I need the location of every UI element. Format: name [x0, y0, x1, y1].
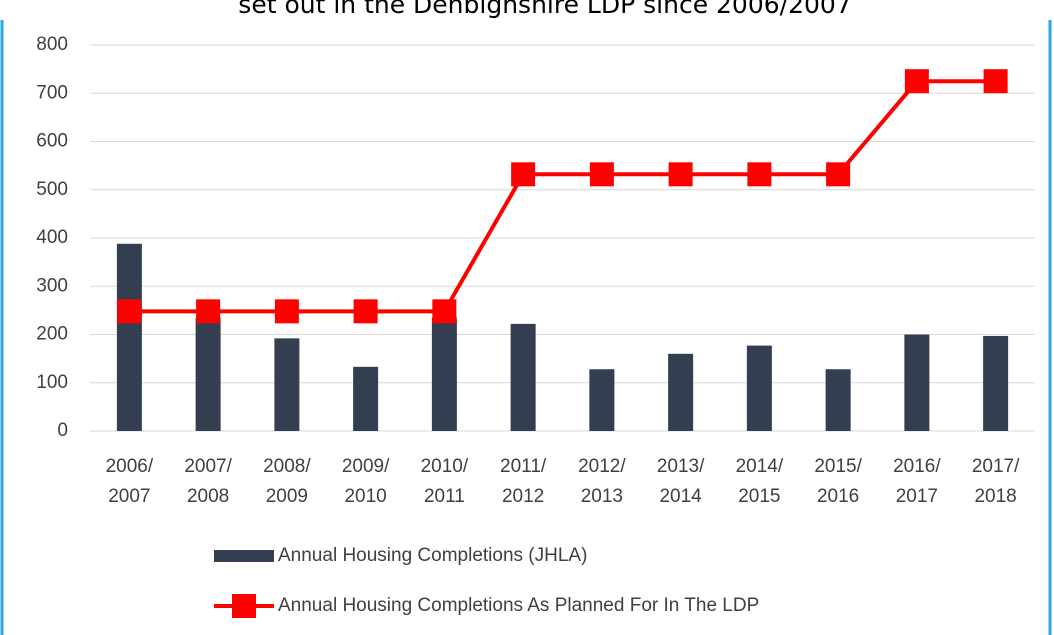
chart-title: set out in the Denbighshire LDP since 20…	[238, 0, 851, 19]
bar	[195, 317, 221, 431]
legend-swatch	[214, 550, 274, 562]
x-tick-label: 2008	[187, 486, 229, 507]
x-tick-label: 2014/	[736, 456, 784, 477]
bar	[746, 345, 772, 431]
bar	[983, 335, 1009, 431]
line-marker	[668, 162, 693, 187]
y-tick-label: 100	[36, 372, 68, 393]
x-tick-label: 2014	[659, 486, 702, 507]
bar	[510, 323, 536, 431]
x-tick-label: 2013	[581, 486, 623, 507]
title-background	[0, 0, 1054, 20]
bar	[668, 353, 694, 431]
x-tick-label: 2006/	[106, 456, 154, 477]
line-marker	[353, 299, 378, 324]
x-tick-label: 2016/	[893, 456, 941, 477]
line-marker	[196, 299, 221, 324]
x-tick-label: 2015/	[814, 456, 862, 477]
bar	[274, 338, 300, 431]
line-marker	[274, 299, 299, 324]
x-tick-label: 2010/	[421, 456, 469, 477]
x-tick-label: 2009/	[342, 456, 390, 477]
legend-label: Annual Housing Completions (JHLA)	[278, 545, 587, 566]
bar	[589, 369, 615, 431]
x-tick-label: 2018	[974, 486, 1016, 507]
x-tick-label: 2010	[344, 486, 386, 507]
line-marker	[589, 162, 614, 187]
line-marker	[432, 299, 457, 324]
x-tick-label: 2007/	[184, 456, 232, 477]
y-tick-label: 200	[36, 324, 68, 345]
x-tick-label: 2007	[108, 486, 150, 507]
line-marker	[983, 69, 1008, 94]
line-marker	[747, 162, 772, 187]
y-tick-label: 800	[36, 34, 68, 55]
x-tick-label: 2016	[817, 486, 859, 507]
legend-swatch	[232, 594, 256, 618]
line-marker	[904, 69, 929, 94]
bar	[116, 243, 142, 431]
line	[129, 79, 996, 314]
x-tick-label: 2015	[738, 486, 780, 507]
legend-label: Annual Housing Completions As Planned Fo…	[278, 595, 759, 616]
x-tick-label: 2011	[424, 486, 465, 507]
line-marker	[511, 162, 536, 187]
x-tick-label: 2011/	[500, 456, 547, 477]
x-tick-label: 2012/	[578, 456, 626, 477]
x-tick-label: 2009	[266, 486, 308, 507]
y-tick-label: 0	[57, 420, 68, 441]
x-tick-label: 2013/	[657, 456, 705, 477]
x-tick-label: 2012	[502, 486, 544, 507]
line-marker	[117, 299, 142, 324]
x-tick-label: 2017/	[972, 456, 1020, 477]
bar	[825, 369, 851, 431]
bar	[431, 317, 457, 431]
y-tick-label: 300	[36, 275, 68, 296]
y-tick-label: 500	[36, 179, 68, 200]
y-tick-label: 400	[36, 227, 68, 248]
x-tick-label: 2017	[896, 486, 938, 507]
bar	[353, 366, 379, 431]
y-tick-label: 700	[36, 82, 68, 103]
bar	[904, 334, 930, 431]
line-marker	[826, 162, 851, 187]
x-tick-label: 2008/	[263, 456, 311, 477]
y-tick-label: 600	[36, 131, 68, 152]
